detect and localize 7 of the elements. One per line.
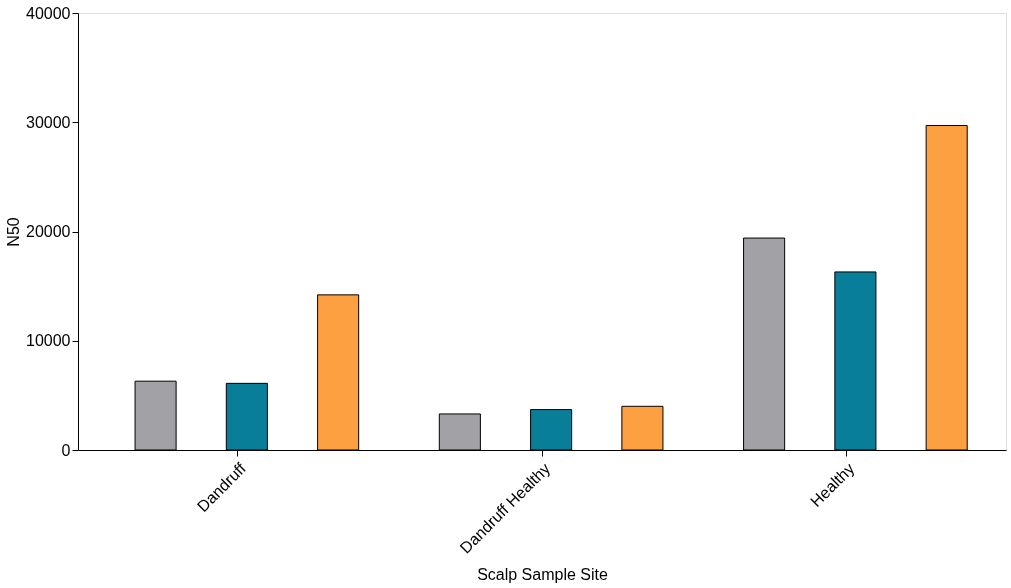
y-axis-title: N50 bbox=[5, 217, 23, 247]
y-tick-label: 40000 bbox=[26, 4, 71, 22]
x-axis-title: Scalp Sample Site bbox=[477, 565, 608, 583]
y-tick-label: 10000 bbox=[26, 332, 71, 350]
y-tick-label: 20000 bbox=[26, 223, 71, 240]
y-tick-label: 0 bbox=[61, 441, 71, 459]
y-tick-label: 30000 bbox=[26, 113, 71, 131]
